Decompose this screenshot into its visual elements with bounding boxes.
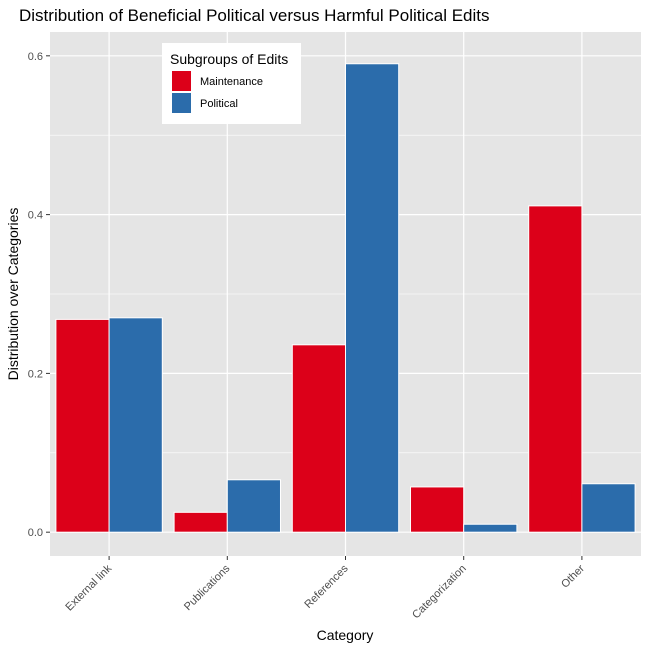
bar-political-publications — [226, 479, 281, 533]
legend-label-political: Political — [200, 98, 238, 110]
y-tick-label: 0.4 — [28, 210, 43, 222]
bar-maintenance-categorization — [410, 486, 465, 533]
y-tick-label: 0.0 — [28, 527, 43, 539]
bar-marks — [55, 63, 636, 533]
legend-label-maintenance: Maintenance — [200, 76, 263, 88]
y-tick-label: 0.2 — [28, 368, 43, 380]
bar-political-references — [345, 63, 400, 533]
legend-swatch-political — [172, 93, 191, 113]
bar-maintenance-publications — [173, 511, 228, 533]
x-tick-label: Categorization — [410, 563, 469, 622]
x-tick-label: Other — [559, 562, 587, 590]
chart-title: Distribution of Beneficial Political ver… — [19, 6, 490, 25]
x-tick-label: Publications — [182, 562, 233, 613]
legend-title: Subgroups of Edits — [170, 51, 288, 67]
bar-maintenance-external-link — [55, 318, 110, 533]
legend-swatch-maintenance — [172, 71, 191, 91]
x-axis-title: Category — [317, 627, 374, 643]
y-tick-label: 0.6 — [28, 51, 43, 63]
bar-maintenance-other — [528, 205, 583, 533]
bar-political-other — [581, 483, 636, 533]
x-axis: External link Publications References Categ… — [63, 556, 587, 621]
bar-political-external-link — [108, 317, 163, 533]
bar-political-categorization — [463, 523, 518, 533]
y-axis: 0.0 0.2 0.4 0.6 — [28, 51, 50, 539]
x-tick-label: References — [302, 562, 351, 611]
x-tick-label: External link — [63, 562, 114, 613]
legend: Subgroups of Edits Maintenance Political — [162, 43, 301, 124]
bar-maintenance-references — [291, 344, 346, 533]
y-axis-title: Distribution over Categories — [5, 208, 21, 381]
